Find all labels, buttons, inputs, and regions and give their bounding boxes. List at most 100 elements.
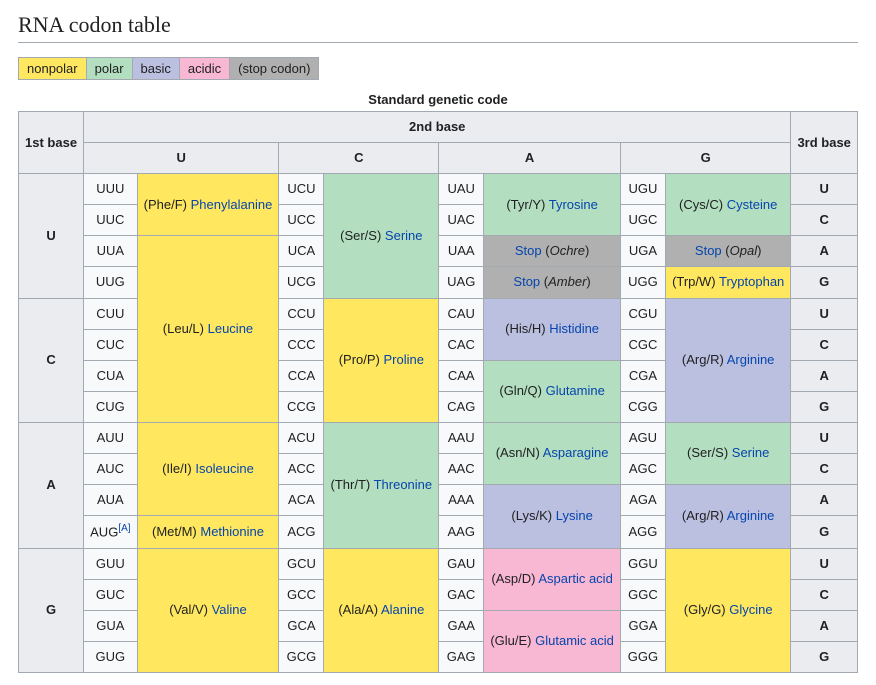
aa-link-val[interactable]: Valine bbox=[212, 602, 247, 617]
third-base-U: U bbox=[791, 548, 858, 579]
aa-link-cys[interactable]: Cysteine bbox=[727, 197, 778, 212]
first-base-C: C bbox=[19, 298, 84, 422]
aa-link-ala[interactable]: Alanine bbox=[381, 602, 424, 617]
codon-UGC: UGC bbox=[620, 205, 665, 236]
aa-link-pro[interactable]: Proline bbox=[383, 352, 423, 367]
codon-GCA: GCA bbox=[279, 610, 324, 641]
third-base-C: C bbox=[791, 454, 858, 485]
third-base-G: G bbox=[791, 641, 858, 672]
codon-CUC: CUC bbox=[84, 329, 137, 360]
col-header-U: U bbox=[84, 143, 279, 174]
codon-GAG: GAG bbox=[439, 641, 484, 672]
aa-link-asp[interactable]: Aspartic acid bbox=[538, 571, 612, 586]
codon-UAA: UAA bbox=[439, 236, 484, 267]
legend: nonpolarpolarbasicacidic(stop codon) bbox=[18, 57, 858, 80]
table-row: UUUU(Phe/F) PhenylalanineUCU(Ser/S) Seri… bbox=[19, 174, 858, 205]
codon-GCC: GCC bbox=[279, 579, 324, 610]
codon-ACG: ACG bbox=[279, 516, 324, 548]
aa-phe: (Phe/F) Phenylalanine bbox=[137, 174, 279, 236]
codon-GCG: GCG bbox=[279, 641, 324, 672]
aa-link-arg[interactable]: Arginine bbox=[727, 352, 775, 367]
aa-link-glu[interactable]: Glutamic acid bbox=[535, 633, 614, 648]
codon-CAA: CAA bbox=[439, 360, 484, 391]
aa-link-asn[interactable]: Asparagine bbox=[543, 445, 609, 460]
codon-AGA: AGA bbox=[620, 485, 665, 516]
aa-link-arg[interactable]: Arginine bbox=[727, 508, 775, 523]
codon-UUC: UUC bbox=[84, 205, 137, 236]
aa-ile: (Ile/I) Isoleucine bbox=[137, 422, 279, 515]
codon-CGG: CGG bbox=[620, 391, 665, 422]
codon-AUC: AUC bbox=[84, 454, 137, 485]
codon-UUA: UUA bbox=[84, 236, 137, 267]
codon-UCC: UCC bbox=[279, 205, 324, 236]
aa-link-ser[interactable]: Serine bbox=[732, 445, 770, 460]
codon-GCU: GCU bbox=[279, 548, 324, 579]
aa-lys: (Lys/K) Lysine bbox=[484, 485, 621, 549]
aa-tyr: (Tyr/Y) Tyrosine bbox=[484, 174, 621, 236]
aa-thr: (Thr/T) Threonine bbox=[324, 422, 439, 548]
codon-CAG: CAG bbox=[439, 391, 484, 422]
codon-CUA: CUA bbox=[84, 360, 137, 391]
page-title: RNA codon table bbox=[18, 12, 858, 43]
aa-link-tyr[interactable]: Tyrosine bbox=[549, 197, 598, 212]
codon-UUU: UUU bbox=[84, 174, 137, 205]
aa-ala: (Ala/A) Alanine bbox=[324, 548, 439, 672]
codon-UUG: UUG bbox=[84, 267, 137, 298]
col-header-C: C bbox=[279, 143, 439, 174]
codon-AUG: AUG[A] bbox=[84, 516, 137, 548]
third-base-C: C bbox=[791, 579, 858, 610]
aa-link-phe[interactable]: Phenylalanine bbox=[191, 197, 273, 212]
codon-CCC: CCC bbox=[279, 329, 324, 360]
codon-CCG: CCG bbox=[279, 391, 324, 422]
codon-UCU: UCU bbox=[279, 174, 324, 205]
aa-link-ser[interactable]: Serine bbox=[385, 228, 423, 243]
codon-ACC: ACC bbox=[279, 454, 324, 485]
start-codon-ref[interactable]: [A] bbox=[118, 523, 130, 534]
third-base-G: G bbox=[791, 516, 858, 548]
aa-link-ile[interactable]: Isoleucine bbox=[195, 461, 254, 476]
aa-leu: (Leu/L) Leucine bbox=[137, 236, 279, 423]
codon-AGU: AGU bbox=[620, 422, 665, 453]
aa-link-his[interactable]: Histidine bbox=[549, 321, 599, 336]
aa-ser: (Ser/S) Serine bbox=[324, 174, 439, 298]
codon-ACU: ACU bbox=[279, 422, 324, 453]
aa-glu: (Glu/E) Glutamic acid bbox=[484, 610, 621, 672]
aa-gly: (Gly/G) Glycine bbox=[666, 548, 791, 672]
legend-acidic: acidic bbox=[180, 58, 230, 79]
aa-link-trp[interactable]: Tryptophan bbox=[719, 274, 784, 289]
codon-ACA: ACA bbox=[279, 485, 324, 516]
header-second-base: 2nd base bbox=[84, 112, 791, 143]
third-base-C: C bbox=[791, 205, 858, 236]
aa-asp: (Asp/D) Aspartic acid bbox=[484, 548, 621, 610]
header-third-base: 3rd base bbox=[791, 112, 858, 174]
codon-UCA: UCA bbox=[279, 236, 324, 267]
codon-CAU: CAU bbox=[439, 298, 484, 329]
table-caption: Standard genetic code bbox=[18, 92, 858, 111]
aa-stop-amber: Stop (Amber) bbox=[484, 267, 621, 298]
aa-link-leu[interactable]: Leucine bbox=[208, 321, 254, 336]
legend-polar: polar bbox=[87, 58, 133, 79]
aa-link-met[interactable]: Methionine bbox=[200, 524, 264, 539]
table-row: UUA(Leu/L) LeucineUCAUAAStop (Ochre)UGAS… bbox=[19, 236, 858, 267]
first-base-A: A bbox=[19, 422, 84, 548]
aa-link-gln[interactable]: Glutamine bbox=[546, 383, 605, 398]
aa-stop-opal: Stop (Opal) bbox=[666, 236, 791, 267]
aa-link-gly[interactable]: Glycine bbox=[729, 602, 772, 617]
codon-AAG: AAG bbox=[439, 516, 484, 548]
codon-CGA: CGA bbox=[620, 360, 665, 391]
codon-GAU: GAU bbox=[439, 548, 484, 579]
codon-UGG: UGG bbox=[620, 267, 665, 298]
third-base-G: G bbox=[791, 267, 858, 298]
codon-CAC: CAC bbox=[439, 329, 484, 360]
codon-GUG: GUG bbox=[84, 641, 137, 672]
aa-link-thr[interactable]: Threonine bbox=[374, 477, 433, 492]
codon-UAU: UAU bbox=[439, 174, 484, 205]
aa-link-lys[interactable]: Lysine bbox=[556, 508, 593, 523]
aa-his: (His/H) Histidine bbox=[484, 298, 621, 360]
codon-CCA: CCA bbox=[279, 360, 324, 391]
codon-GUC: GUC bbox=[84, 579, 137, 610]
aa-asn: (Asn/N) Asparagine bbox=[484, 422, 621, 484]
aa-arg: (Arg/R) Arginine bbox=[666, 485, 791, 549]
third-base-U: U bbox=[791, 174, 858, 205]
table-row: GGUU(Val/V) ValineGCU(Ala/A) AlanineGAU(… bbox=[19, 548, 858, 579]
